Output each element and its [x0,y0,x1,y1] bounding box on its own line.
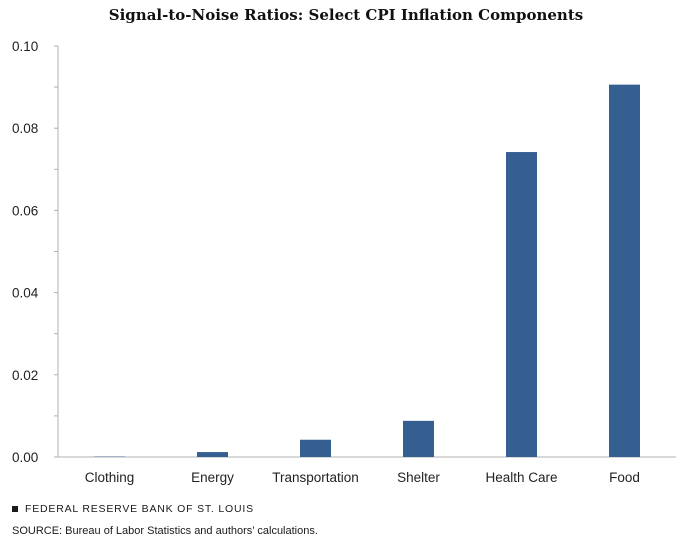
bar-health-care [506,152,537,457]
x-tick-label: Clothing [85,470,135,485]
bars [94,84,640,457]
bar-food [609,84,640,457]
bar-transportation [300,439,331,457]
bar-energy [197,452,228,457]
footer-organization: FEDERAL RESERVE BANK OF ST. LOUIS [12,503,254,515]
y-tick-label: 0.02 [12,368,38,383]
x-tick-label: Transportation [272,470,359,485]
y-tick-label: 0.00 [12,450,38,465]
y-tick-label: 0.04 [12,286,39,301]
x-tick-label: Shelter [397,470,440,485]
x-tick-label: Food [609,470,640,485]
chart-title: Signal-to-Noise Ratios: Select CPI Infla… [108,6,584,24]
y-tick-label: 0.08 [12,121,38,136]
square-bullet-icon [12,506,18,512]
y-tick-label: 0.06 [12,203,38,218]
axes [54,45,676,458]
y-tick-label: 0.10 [12,39,38,54]
x-tick-label: Energy [191,470,234,485]
x-tick-label: Health Care [485,470,557,485]
tick-labels: 0.00 0.02 0.04 0.06 0.08 0.10 Clothing Energy Tr… [12,39,640,485]
bar-shelter [403,420,434,457]
source-note: SOURCE: Bureau of Labor Statistics and a… [12,525,318,537]
organization-name: FEDERAL RESERVE BANK OF ST. LOUIS [25,503,254,515]
